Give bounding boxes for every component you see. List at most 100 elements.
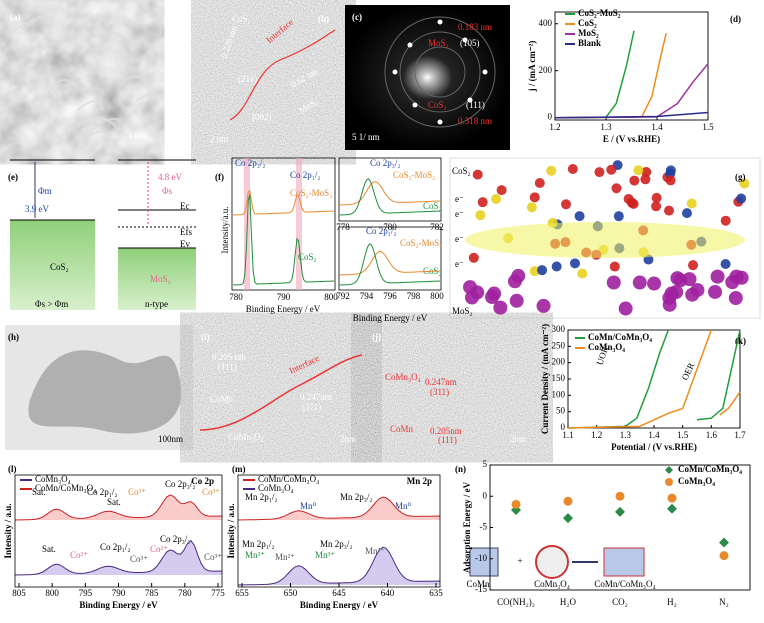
atom — [651, 201, 662, 212]
annotation: Co³⁺ — [204, 552, 222, 562]
diffraction-spot — [462, 37, 468, 43]
annotation: Φs > Φm — [35, 299, 68, 309]
x-tick-label: 1.4 — [648, 430, 660, 440]
atom — [537, 265, 548, 276]
tick-label: 792 — [336, 291, 350, 301]
legend-swatch — [665, 466, 673, 474]
atom — [665, 175, 676, 186]
series-line — [554, 111, 709, 119]
atom — [546, 165, 557, 176]
atom — [641, 166, 652, 177]
annotation: Co 2p₁/₂ — [290, 170, 321, 180]
atom — [681, 208, 692, 219]
panel-label: (e) — [8, 172, 18, 182]
atom — [728, 291, 743, 306]
legend-label: CoMn₃O₄ — [678, 476, 715, 486]
spectrum — [237, 496, 441, 521]
atom — [720, 215, 731, 226]
x-axis-label: Potential / (V vs.RHE) — [611, 442, 697, 452]
panel-label: (k) — [735, 336, 746, 346]
atom — [669, 285, 684, 300]
y-tick-label: 300 — [552, 324, 566, 334]
flake — [135, 93, 159, 104]
annotation: Mn³⁺ — [315, 550, 335, 560]
atom — [534, 178, 545, 189]
panel-label: (h) — [8, 332, 19, 342]
atom — [496, 185, 507, 196]
annotation: 0.247nm — [425, 377, 457, 387]
atom — [509, 293, 524, 308]
interface-line — [199, 354, 363, 431]
atom — [468, 252, 479, 263]
panel-label: (d) — [730, 14, 741, 24]
x-tick-label: 1.6 — [706, 430, 718, 440]
annotation: CoS₂ — [428, 100, 447, 110]
spectrum — [232, 189, 335, 216]
panel-label: (c) — [352, 12, 362, 22]
annotation: Sat. — [32, 487, 46, 497]
diffraction-spot — [482, 69, 488, 75]
x-tick-label: 795 — [79, 588, 93, 598]
atom — [708, 284, 723, 299]
atom — [529, 192, 540, 203]
legend-label: CoMn/CoMn₃O₄ — [258, 474, 319, 484]
atom — [606, 164, 617, 175]
legend-label: CoMn/CoMn₃O₄ — [35, 483, 96, 493]
spectrum — [339, 181, 441, 206]
legend-label: CoMn₃O₄ — [588, 342, 625, 352]
annotation: Intensity/a.u. — [220, 207, 230, 254]
band-diagram — [10, 159, 196, 310]
x-tick-label: 1.5 — [702, 122, 714, 132]
annotation: 1 μm — [128, 130, 147, 140]
annotation: CoMn — [390, 424, 414, 434]
x-tick-label: N₂ — [719, 597, 729, 607]
point — [563, 513, 573, 524]
annotation: CoS₂-MoS₂ — [290, 188, 332, 198]
point — [615, 491, 625, 501]
x-tick-label: 805 — [12, 588, 26, 598]
annotation: CoS₂ — [50, 262, 69, 272]
panel-label: (b) — [318, 14, 329, 24]
annotation: Φs — [162, 186, 173, 196]
panel-label: (l) — [8, 464, 17, 474]
annotation: CoMn₃O₄ — [534, 579, 570, 589]
annotation: Sat. — [107, 497, 121, 507]
inset — [469, 545, 645, 579]
spectrum — [14, 539, 223, 576]
x-tick-label: 1.2 — [591, 430, 602, 440]
annotation: Co³⁺ — [130, 554, 148, 564]
x-tick-label: 790 — [112, 588, 126, 598]
tick-label: 778 — [336, 222, 350, 232]
point — [719, 551, 729, 561]
point — [615, 506, 625, 517]
annotation: e⁻ — [455, 234, 464, 244]
atom — [609, 261, 620, 272]
y-tick-label: 5 — [483, 459, 488, 469]
atom — [477, 197, 488, 208]
annotation: Co 2p₃/₂ — [235, 158, 266, 168]
annotation: CoS₂ — [232, 14, 251, 24]
point — [719, 537, 729, 548]
panel-label: (j) — [372, 332, 381, 342]
panel-label: (m) — [232, 464, 246, 474]
annotation: CoMn — [466, 579, 490, 589]
panel-label: (n) — [455, 464, 466, 474]
flake — [47, 78, 72, 95]
hrtem-image-2 — [197, 325, 365, 450]
tick-label: 800 — [324, 292, 338, 302]
annotation: 0.205nm — [430, 426, 462, 436]
spectrum — [339, 243, 441, 286]
annotation: CoS₂ — [423, 201, 442, 211]
hrtem-image-3 — [368, 325, 536, 450]
annotation: Mn²⁺ — [275, 552, 295, 562]
diffraction-spot — [437, 19, 443, 25]
atom — [485, 289, 500, 304]
x-tick-label: 1.1 — [562, 430, 573, 440]
x-tick-label: 800 — [45, 588, 59, 598]
y-tick-label: 250 — [552, 340, 566, 350]
annotation: Co 2p₁/₂ — [87, 487, 118, 497]
x-tick-label: 645 — [332, 588, 346, 598]
annotation: Efs — [180, 227, 192, 237]
panel-label: (i) — [201, 332, 210, 342]
atom — [594, 167, 605, 178]
